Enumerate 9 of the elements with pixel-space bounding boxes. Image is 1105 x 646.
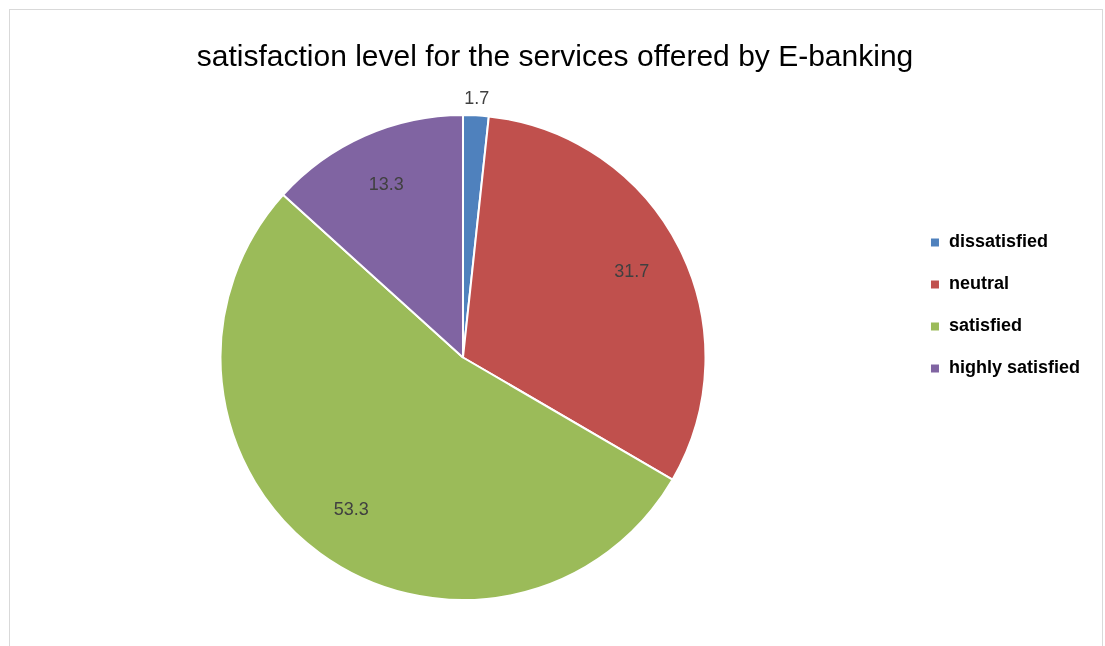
legend-label: neutral — [948, 273, 1009, 294]
data-label: 53.3 — [333, 499, 369, 520]
legend-label: highly satisfied — [948, 357, 1080, 378]
data-label: 31.7 — [614, 261, 650, 282]
legend-label: satisfied — [948, 315, 1022, 336]
data-label: 13.3 — [368, 173, 404, 194]
data-label: 1.7 — [464, 88, 490, 109]
legend-label: dissatisfied — [948, 231, 1049, 252]
chart-title: satisfaction level for the services offered by E-banking — [196, 39, 914, 73]
